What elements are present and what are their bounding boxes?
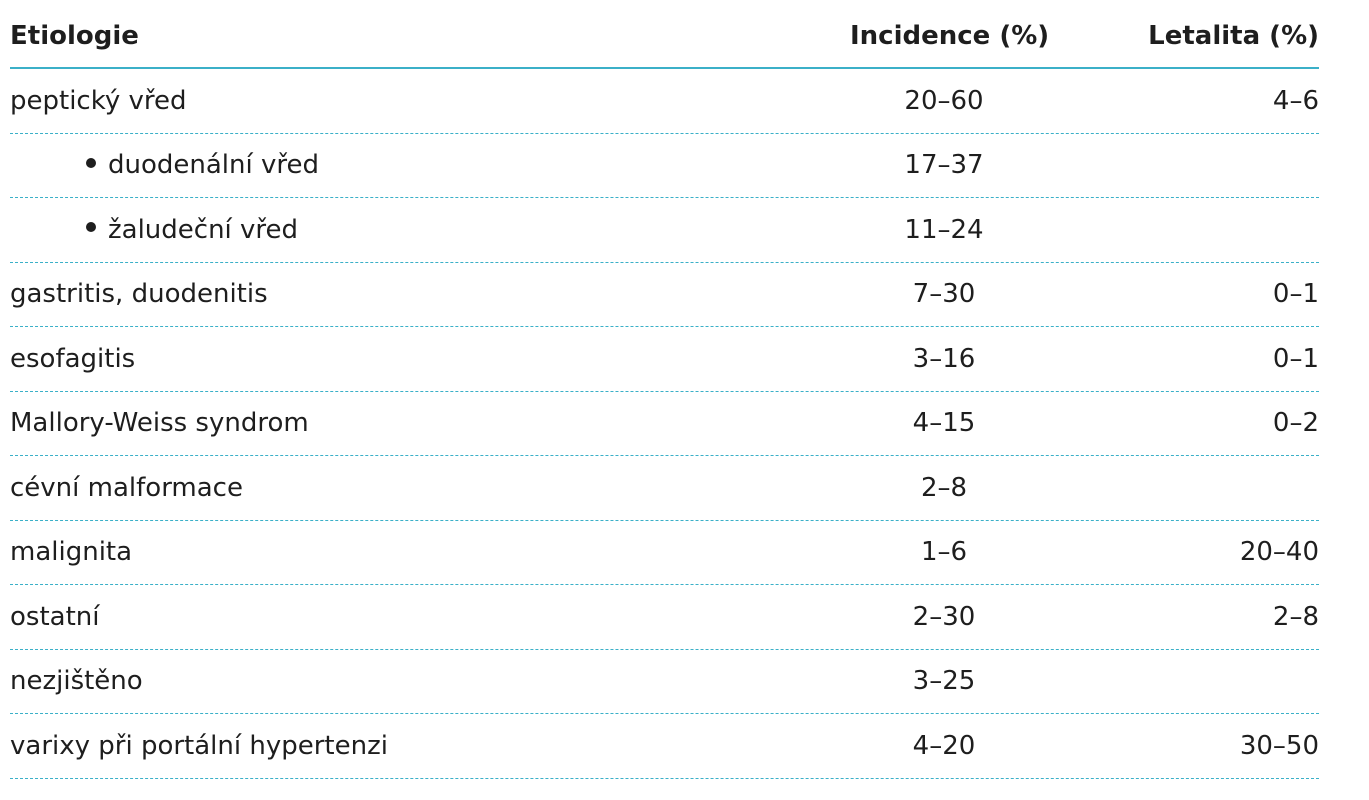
row-etiology: duodenální vřed — [108, 150, 319, 181]
row-etiology: varixy při portální hypertenzi — [10, 730, 388, 761]
table-header-row: Etiologie Incidence (%) Letalita (%) — [10, 0, 1319, 69]
row-incidence: 4–15 — [912, 408, 976, 439]
table-row: žaludeční vřed 11–24 — [10, 198, 1319, 263]
table-row: Mallory-Weiss syndrom 4–15 0–2 — [10, 392, 1319, 456]
table-row: duodenální vřed 17–37 — [10, 134, 1319, 198]
row-lethality: 30–50 — [1239, 730, 1319, 761]
row-etiology: cévní malformace — [10, 472, 243, 503]
row-etiology: malignita — [10, 537, 133, 568]
table-row: cévní malformace 2–8 — [10, 456, 1319, 521]
table-row: varixy při portální hypertenzi 4–20 30–5… — [10, 714, 1319, 779]
row-etiology-sub: duodenální vřed — [86, 150, 319, 180]
row-incidence: 2–30 — [912, 601, 976, 632]
bullet-icon — [86, 157, 96, 168]
table-row: ostatní 2–30 2–8 — [10, 585, 1319, 650]
table-row: malignita 1–6 20–40 — [10, 521, 1319, 585]
row-incidence: 1–6 — [920, 537, 968, 568]
row-incidence: 20–60 — [904, 85, 984, 116]
row-etiology: peptický vřed — [10, 85, 187, 116]
row-etiology: ostatní — [10, 601, 100, 632]
row-incidence: 11–24 — [904, 214, 984, 245]
row-incidence: 17–37 — [904, 150, 984, 181]
row-incidence: 3–16 — [912, 343, 976, 374]
row-etiology: gastritis, duodenitis — [10, 279, 268, 310]
bullet-icon — [86, 222, 96, 233]
table-row: esofagitis 3–16 0–1 — [10, 327, 1319, 392]
table-row: peptický vřed 20–60 4–6 — [10, 69, 1319, 134]
row-etiology: esofagitis — [10, 343, 136, 374]
row-lethality: 4–6 — [1272, 85, 1319, 116]
header-etiology: Etiologie — [10, 21, 139, 52]
row-etiology: Mallory-Weiss syndrom — [10, 408, 309, 439]
table-row: nezjištěno 3–25 — [10, 650, 1319, 714]
row-lethality: 0–1 — [1272, 343, 1319, 374]
row-lethality: 0–1 — [1272, 279, 1319, 310]
etiology-table: Etiologie Incidence (%) Letalita (%) pep… — [10, 0, 1319, 779]
row-lethality: 2–8 — [1272, 601, 1319, 632]
row-incidence: 3–25 — [912, 666, 976, 697]
row-etiology: žaludeční vřed — [108, 214, 299, 245]
row-incidence: 7–30 — [912, 279, 976, 310]
row-incidence: 4–20 — [912, 730, 976, 761]
row-etiology-sub: žaludeční vřed — [86, 215, 298, 245]
header-lethality: Letalita (%) — [1148, 21, 1319, 52]
row-incidence: 2–8 — [920, 472, 968, 503]
header-incidence: Incidence (%) — [850, 21, 1050, 52]
row-lethality: 0–2 — [1272, 408, 1319, 439]
row-lethality: 20–40 — [1239, 537, 1319, 568]
table-row: gastritis, duodenitis 7–30 0–1 — [10, 263, 1319, 327]
row-etiology: nezjištěno — [10, 666, 143, 697]
